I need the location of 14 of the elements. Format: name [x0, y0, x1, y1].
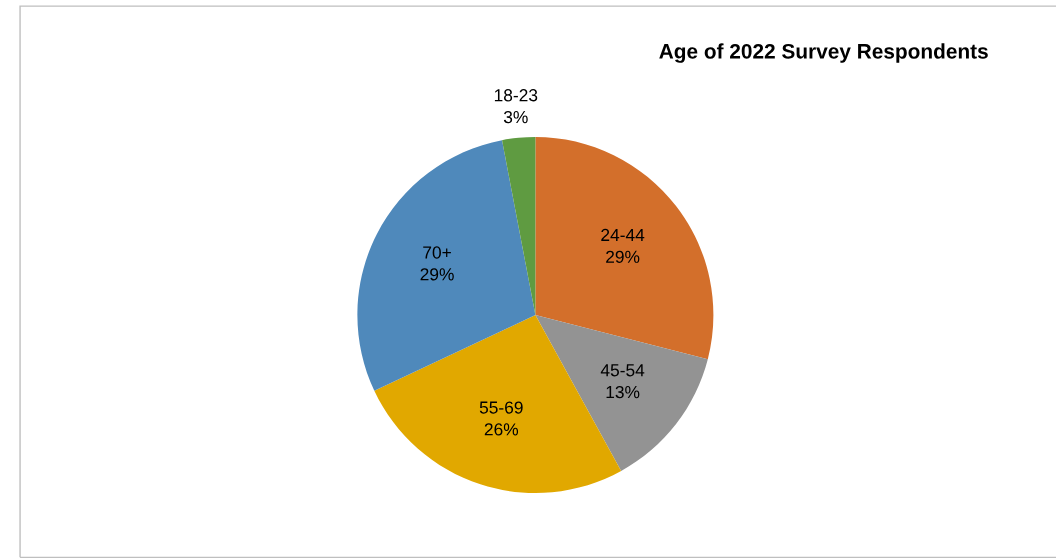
data-label: 29%	[606, 250, 640, 263]
slice-label: 70+	[423, 246, 451, 259]
pie-slice	[535, 136, 714, 360]
data-label: 3%	[503, 110, 528, 124]
slice-label: 55-69	[479, 401, 523, 414]
slice-label: 24-44	[601, 228, 645, 241]
text: Age of 2022 Survey Respondents	[659, 43, 988, 63]
pie-slice	[535, 315, 708, 471]
slice-label: 18-23	[494, 89, 538, 102]
data-label: 29%	[420, 268, 454, 281]
pie-slice	[357, 140, 536, 391]
data-label: 13%	[606, 385, 640, 399]
slice-label: 45-54	[600, 364, 645, 377]
data-label: 26%	[484, 423, 519, 436]
